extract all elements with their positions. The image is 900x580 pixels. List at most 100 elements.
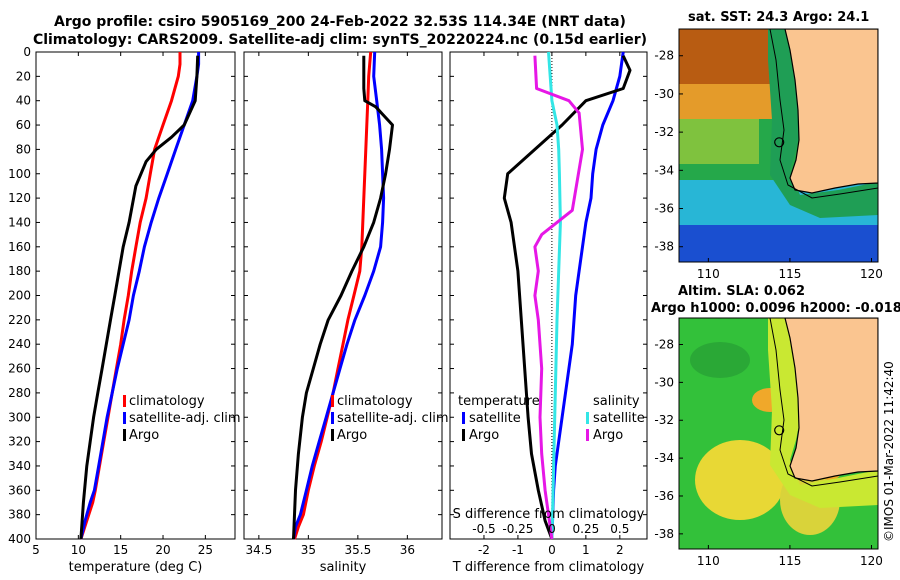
depth-tick-label: 320 (8, 435, 31, 449)
sla-isobath (769, 318, 878, 487)
difference-axes-frame (449, 51, 648, 540)
sla-map-ticks: 110 115 120 -28 -30 -32 -34 -36 -38 (654, 338, 883, 568)
series-line-s-argo (533, 55, 584, 540)
difference-xtick-label: 0 (548, 543, 556, 557)
map-xtick-label: 120 (860, 554, 883, 568)
salinity-difference-tick-label: 0 (548, 522, 556, 536)
series-line-satellite-adj-clim (79, 52, 201, 540)
difference-xtick-label: -2 (478, 543, 490, 557)
legend-swatch (123, 412, 126, 424)
difference-panel: -2 -1 0 1 2 T difference from climatology (449, 51, 648, 575)
map-ytick-label: -28 (654, 338, 674, 352)
salinity-xlabel: salinity (320, 560, 367, 575)
series-line-argo (292, 55, 394, 540)
map-ytick-label: -34 (654, 163, 674, 177)
sla-yellow-patch-1 (695, 440, 785, 520)
legend-entry: Argo (593, 428, 623, 443)
map-ytick-label: -32 (654, 413, 674, 427)
salinity-xtick-label: 35 (301, 543, 316, 557)
sla-map-title-line2: Argo h1000: 0.0096 h2000: -0.018 (651, 301, 900, 316)
temperature-panel: 0 20 40 60 80 100 120 140 160 180 200 220 240 260 280 3… (8, 45, 236, 575)
depth-tick-label: 40 (16, 94, 31, 108)
depth-tick-label: 60 (16, 118, 31, 132)
salinity-xtick-label: 35.5 (344, 543, 371, 557)
sst-isobath (769, 29, 878, 199)
map-ytick-label: -34 (654, 451, 674, 465)
depth-tick-label: 100 (8, 167, 31, 181)
depth-tick-label: 120 (8, 191, 31, 205)
sla-land (784, 318, 878, 482)
salinity-difference-tick-label: -0.25 (502, 522, 533, 536)
sst-warm-region (679, 29, 779, 84)
salinity-xtick-label: 34.5 (245, 543, 272, 557)
depth-tick-label: 200 (8, 289, 31, 303)
legend-entry: satellite (469, 411, 521, 426)
depth-tick-label: 140 (8, 215, 31, 229)
salinity-panel: 34.5 35 35.5 36 salinity (243, 51, 443, 575)
depth-tick-label: 0 (23, 45, 31, 59)
series-line-s-satellite (547, 51, 562, 540)
difference-xlabel: T difference from climatology (452, 560, 645, 575)
legend-header-salinity: salinity (593, 394, 640, 409)
series-line-climatology (293, 51, 373, 540)
depth-tick-label: 360 (8, 483, 31, 497)
sst-map-title: sat. SST: 24.3 Argo: 24.1 (688, 10, 870, 25)
map-ytick-label: -32 (654, 125, 674, 139)
map-xtick-label: 110 (697, 554, 720, 568)
depth-tick-label: 160 (8, 240, 31, 254)
legend-entry: Argo (129, 428, 159, 443)
legend-entry: Argo (337, 428, 367, 443)
sla-argo-marker (774, 425, 785, 436)
legend-entry: climatology (337, 394, 413, 409)
temperature-axes-frame (35, 51, 236, 540)
series-line-t-argo (502, 55, 632, 540)
figure-title-line1: Argo profile: csiro 5905169_200 24-Feb-2… (54, 14, 626, 30)
temperature-xtick-label: 5 (32, 543, 40, 557)
legend-swatch (331, 395, 334, 407)
series-line-t-satellite (550, 51, 625, 540)
map-ytick-label: -36 (654, 202, 674, 216)
sla-dark-patch (690, 342, 750, 378)
salinity-difference-label: S difference from climatology (453, 507, 645, 522)
legend-swatch (462, 429, 465, 441)
legend-swatch (123, 429, 126, 441)
series-line-satellite-adj-clim (292, 51, 386, 540)
legend-entry: satellite (593, 411, 645, 426)
map-xtick-label: 115 (778, 554, 801, 568)
depth-tick-label: 220 (8, 313, 31, 327)
series-line-climatology (79, 52, 182, 540)
legend-swatch (331, 429, 334, 441)
sst-map-frame (678, 28, 879, 263)
sst-land (784, 29, 878, 194)
legend-swatch (586, 429, 589, 441)
sst-argo-marker (774, 137, 785, 148)
map-ytick-label: -30 (654, 375, 674, 389)
depth-tick-label: 180 (8, 264, 31, 278)
map-ytick-label: -36 (654, 489, 674, 503)
temperature-xtick-label: 25 (198, 543, 213, 557)
sst-cold-region (679, 225, 878, 262)
salinity-axes-frame (243, 51, 443, 540)
temperature-xlabel: temperature (deg C) (69, 560, 203, 575)
temperature-xtick-label: 20 (155, 543, 170, 557)
sst-map-ticks: 110 115 120 -28 -30 -32 -34 -36 -38 (654, 49, 883, 281)
figure-title-line2: Climatology: CARS2009. Satellite-adj cli… (32, 32, 648, 48)
difference-xtick-label: 2 (616, 543, 624, 557)
map-ytick-label: -30 (654, 87, 674, 101)
legend-entry: climatology (129, 394, 205, 409)
salinity-difference-tick-label: 0.5 (610, 522, 629, 536)
depth-tick-label: 80 (16, 142, 31, 156)
depth-tick-label: 340 (8, 459, 31, 473)
depth-tick-label: 280 (8, 386, 31, 400)
depth-tick-label: 240 (8, 337, 31, 351)
sst-mid-region (679, 84, 784, 119)
sst-green-region (679, 119, 759, 164)
series-line-argo (79, 55, 200, 540)
legend-entry: satellite-adj. clim (337, 411, 449, 426)
map-ytick-label: -38 (654, 240, 674, 254)
legend-swatch (123, 395, 126, 407)
map-ytick-label: -38 (654, 527, 674, 541)
legend-entry: satellite-adj. clim (129, 411, 241, 426)
map-xtick-label: 110 (697, 267, 720, 281)
